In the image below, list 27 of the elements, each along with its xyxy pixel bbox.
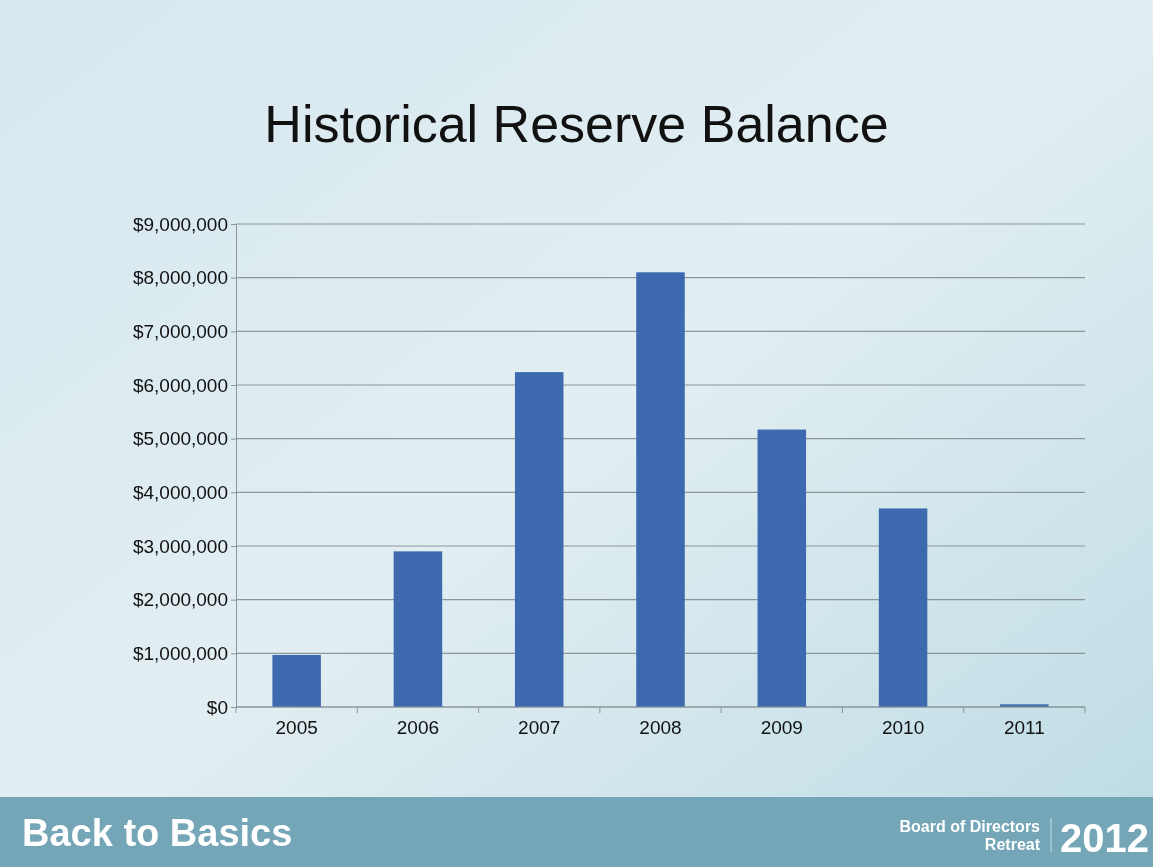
- text: 2012: [1060, 816, 1149, 860]
- y-tick-label: $8,000,000: [132, 267, 228, 289]
- x-tick-label: 2006: [396, 717, 440, 739]
- y-tick-label: $7,000,000: [132, 320, 228, 342]
- bar: [514, 372, 564, 707]
- bar: [272, 654, 321, 707]
- text: Back to Basics: [22, 812, 293, 854]
- y-tick-label: $2,000,000: [132, 589, 228, 611]
- x-tick-label: 2011: [1003, 717, 1045, 739]
- x-tick-label: 2009: [760, 717, 803, 739]
- text: Board of Directors Retreat: [899, 818, 1041, 853]
- y-tick-label: $3,000,000: [132, 535, 228, 557]
- y-tick-label: $5,000,000: [132, 428, 228, 450]
- x-tick-label: 2007: [518, 717, 561, 739]
- y-tick-label: $0: [206, 696, 228, 718]
- chart-title: Historical Reserve Balance: [264, 95, 889, 153]
- x-tick-label: 2008: [639, 717, 682, 739]
- x-tick-label: 2010: [881, 717, 925, 739]
- y-tick-label: $9,000,000: [132, 213, 228, 235]
- bar: [636, 272, 685, 707]
- bar: [757, 429, 807, 707]
- y-tick-label: $4,000,000: [132, 481, 228, 503]
- y-tick-label: $6,000,000: [132, 374, 228, 396]
- x-tick-label: 2005: [275, 717, 318, 739]
- bar: [393, 551, 443, 707]
- y-tick-label: $1,000,000: [132, 642, 228, 664]
- bar: [878, 508, 928, 707]
